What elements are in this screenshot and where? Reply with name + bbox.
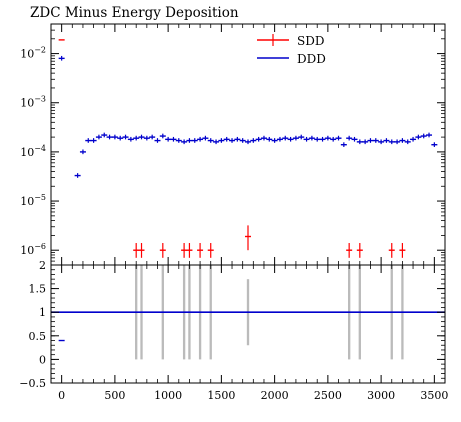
ratio-y-tick-label: 2 [39, 259, 46, 272]
x-axis: 0 500 1000 1500 2000 2500 3000 3500 [50, 24, 448, 402]
tick-exponent: −4 [34, 144, 46, 153]
x-tick-label: 3000 [367, 389, 395, 402]
tick-exponent: −2 [34, 46, 46, 55]
chart-title: ZDC Minus Energy Deposition [30, 5, 239, 21]
ratio-y-tick-label: 0.5 [29, 330, 47, 343]
top-y-tick-label: 10−4 [20, 144, 46, 159]
top-y-tick-label: 10−2 [20, 46, 46, 61]
tick-exponent: −5 [34, 193, 46, 202]
x-tick-label: 0 [58, 389, 65, 402]
tick-base: 10 [20, 97, 34, 110]
x-tick-label: 1000 [154, 389, 182, 402]
tick-base: 10 [20, 48, 34, 61]
top-y-tick-label: 10−5 [20, 193, 46, 208]
tick-exponent: −6 [34, 242, 46, 251]
x-tick-label: 500 [104, 389, 125, 402]
x-tick-label: 2500 [314, 389, 342, 402]
tick-base: 10 [20, 244, 34, 257]
x-tick-label: 1500 [207, 389, 235, 402]
tick-base: 10 [20, 195, 34, 208]
ratio-panel: −0.5 0 0.5 1 1.5 2 [19, 259, 446, 390]
legend: SDD DDD [257, 34, 326, 66]
ratio-y-tick-label: 0 [39, 353, 46, 366]
legend-label-ddd: DDD [297, 52, 326, 66]
legend-label-sdd: SDD [297, 34, 324, 48]
ratio-panel-frame [50, 264, 446, 384]
ratio-y-tick-label: 1.5 [29, 283, 47, 296]
top-panel: 10−610−510−410−310−2 [20, 23, 446, 266]
tick-base: 10 [20, 146, 34, 159]
ratio-y-tick-label: 1 [39, 306, 46, 319]
x-tick-label: 2000 [261, 389, 289, 402]
top-y-tick-label: 10−3 [20, 95, 46, 110]
x-tick-label: 3500 [420, 389, 448, 402]
top-y-tick-label: 10−6 [20, 242, 46, 257]
tick-exponent: −3 [34, 95, 46, 104]
ratio-y-tick-label: −0.5 [19, 377, 46, 390]
